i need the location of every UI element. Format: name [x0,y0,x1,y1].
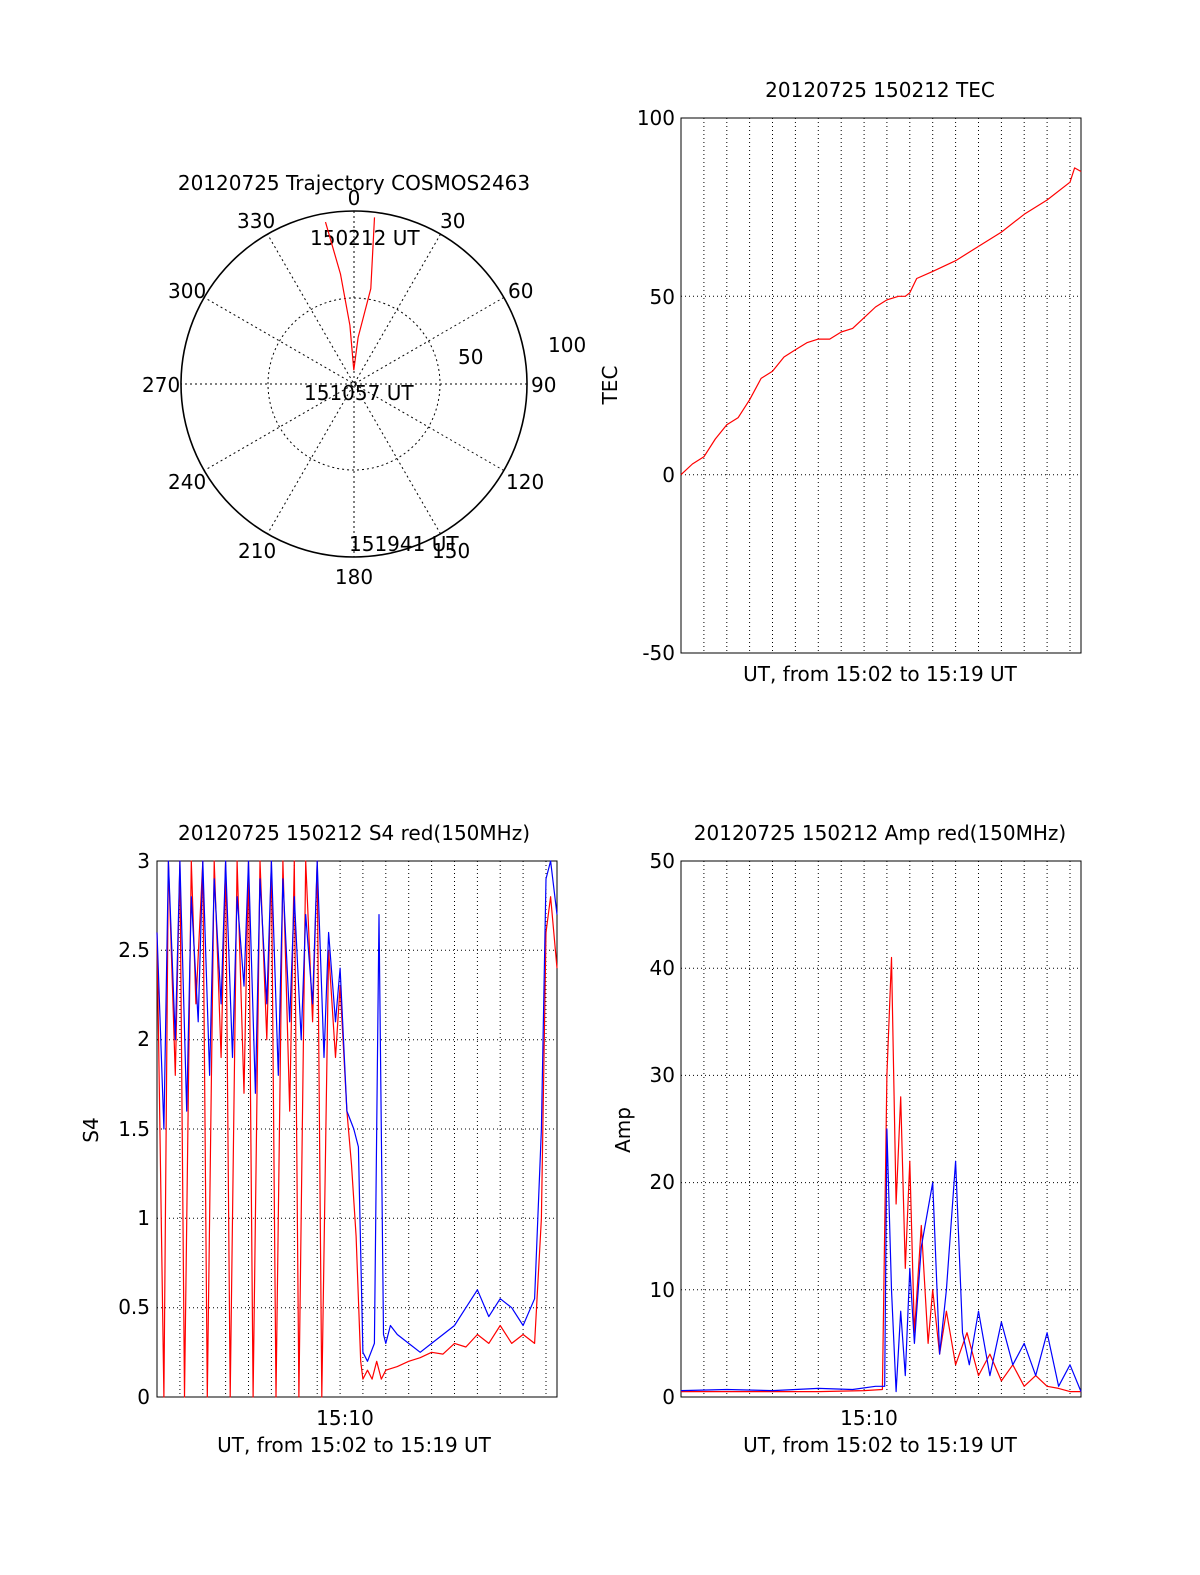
tec-series-line-1 [680,167,1082,476]
s4-ytick-label: 2 [137,1027,150,1051]
s4-ytick-label: 3 [137,849,150,873]
amp-ytick-label: 10 [650,1278,675,1302]
trajectory-title: 20120725 Trajectory COSMOS2463 [178,171,530,195]
tec-ytick-label: -50 [642,641,675,665]
az-label-330: 330 [237,209,275,233]
amp-title: 20120725 150212 Amp red(150MHz) [694,821,1066,845]
tec-plot-frame [680,117,1082,654]
amp-series [680,956,1082,1393]
s4-ytick-label: 1.5 [118,1117,150,1141]
amp-series-line-2 [680,1128,1082,1393]
amp-ytick-label: 40 [650,956,675,980]
az-label-90: 90 [531,373,556,397]
s4-xlabel: UT, from 15:02 to 15:19 UT [217,1433,492,1457]
tec-title: 20120725 150212 TEC [765,78,995,102]
s4-ytick-label: 0 [137,1385,150,1409]
tec-ytick-label: 0 [662,463,675,487]
tec-ylabel: TEC [598,366,622,406]
radial-label-50: 50 [458,345,483,369]
amp-ytick-label: 20 [650,1170,675,1194]
tec-panel: 20120725 150212 TEC 100 50 0 -50 TEC UT,… [598,78,1082,686]
annotation-mid-time: 151057 UT [304,381,414,405]
az-label-270: 270 [142,373,180,397]
amp-panel: 20120725 150212 Amp red(150MHz) 50 40 30… [611,821,1082,1457]
s4-series [156,860,558,1398]
az-label-300: 300 [168,279,206,303]
amp-xtick-label: 15:10 [840,1406,898,1430]
amp-series-line-1 [681,956,1081,1393]
tec-series [680,167,1082,476]
az-label-30: 30 [440,209,465,233]
amp-plot-frame [680,860,1082,1398]
s4-series-line-2 [156,860,558,1362]
s4-ytick-label: 0.5 [118,1295,150,1319]
tec-grid [681,118,1081,653]
s4-grid [157,861,557,1397]
az-label-210: 210 [238,539,276,563]
trajectory-line [324,217,376,371]
s4-ytick-label: 1 [137,1206,150,1230]
amp-ytick-label: 50 [650,849,675,873]
s4-title: 20120725 150212 S4 red(150MHz) [178,821,530,845]
trajectory-panel: 20120725 Trajectory COSMOS2463 0 30 60 9… [142,171,586,589]
tec-ytick-label: 50 [650,285,675,309]
tec-xlabel: UT, from 15:02 to 15:19 UT [743,662,1018,686]
amp-ytick-label: 0 [662,1385,675,1409]
s4-ytick-label: 2.5 [118,938,150,962]
annotation-start-time: 150212 UT [310,226,420,250]
radial-label-100: 100 [548,333,586,357]
az-label-60: 60 [508,279,533,303]
az-label-120: 120 [506,470,544,494]
az-label-150: 150 [432,539,470,563]
annotation-end-time: 151941 UT [349,532,459,556]
az-label-180: 180 [335,565,373,589]
tec-ytick-label: 100 [637,106,675,130]
s4-panel: 20120725 150212 S4 red(150MHz) 3 2.5 2 1… [79,821,558,1457]
s4-ylabel: S4 [79,1117,103,1142]
amp-xlabel: UT, from 15:02 to 15:19 UT [743,1433,1018,1457]
amp-grid [681,861,1081,1397]
amp-ylabel: Amp [611,1107,635,1153]
s4-xtick-label: 15:10 [316,1406,374,1430]
az-label-0: 0 [348,186,361,210]
amp-ytick-label: 30 [650,1063,675,1087]
az-label-240: 240 [168,470,206,494]
